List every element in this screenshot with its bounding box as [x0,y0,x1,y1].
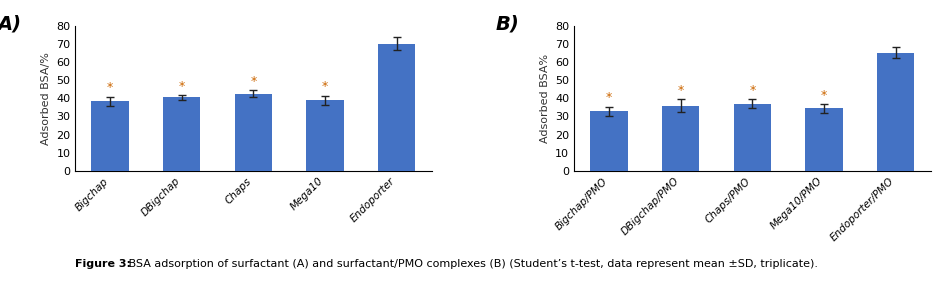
Bar [734,104,771,171]
Bar [806,108,843,171]
Bar [235,94,272,171]
Bar [91,101,129,171]
Bar [306,100,344,171]
Text: *: * [107,81,113,94]
Text: A): A) [0,14,21,33]
Text: *: * [179,80,185,93]
Bar [163,97,200,171]
Text: *: * [250,75,257,88]
Text: *: * [821,89,827,101]
Text: BSA adsorption of surfactant (A) and surfactant/PMO complexes (B) (Student’s t-t: BSA adsorption of surfactant (A) and sur… [125,259,818,269]
Bar [378,44,415,171]
Text: Figure 3:: Figure 3: [75,259,132,269]
Bar [662,105,699,171]
Y-axis label: Adsorbed BSA/%: Adsorbed BSA/% [40,52,51,145]
Text: B): B) [495,14,520,33]
Text: *: * [606,91,612,104]
Text: *: * [749,84,756,97]
Text: *: * [678,84,683,97]
Y-axis label: Adsorbed BSA%: Adsorbed BSA% [540,54,550,143]
Bar [877,53,915,171]
Bar [590,111,628,171]
Text: *: * [322,80,328,93]
